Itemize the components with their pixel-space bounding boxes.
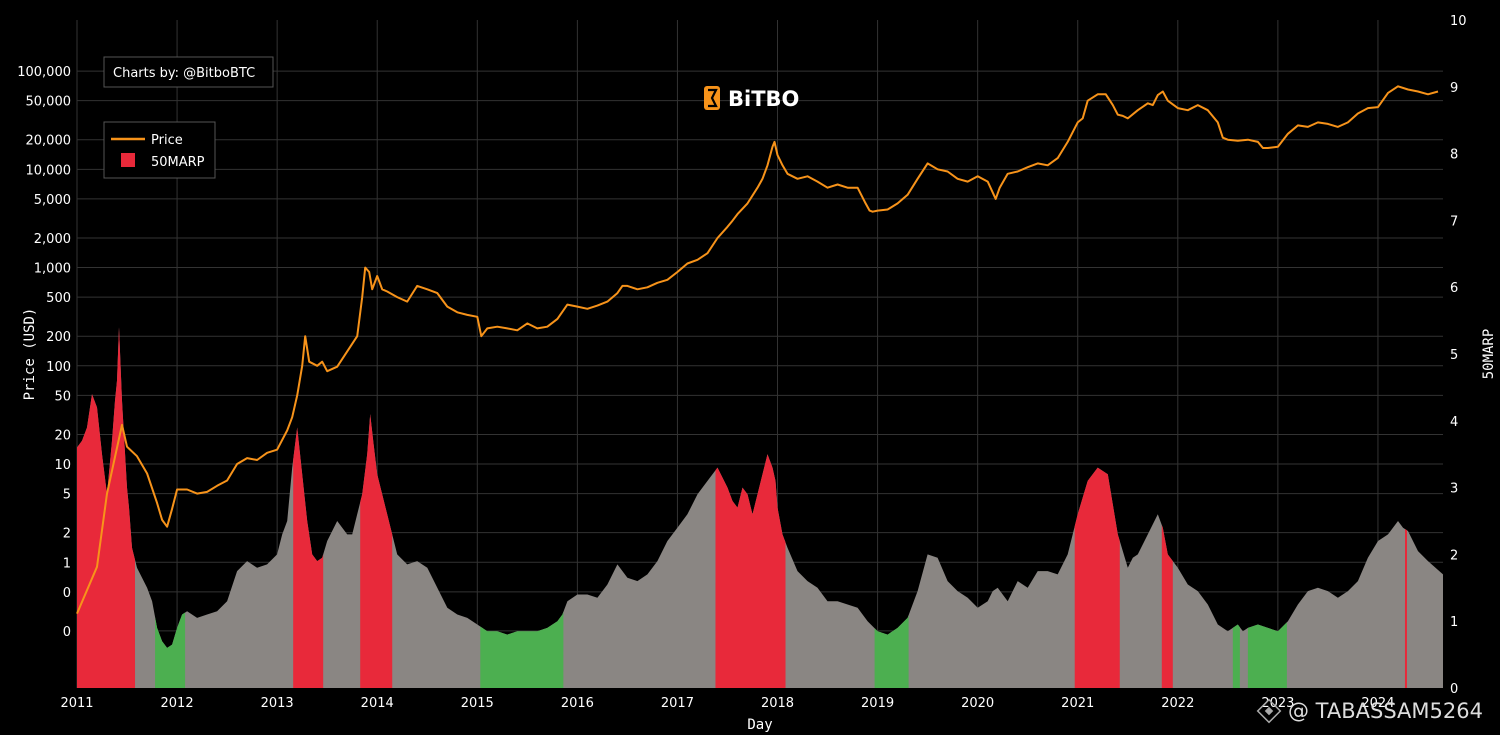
y2-tick-label: 1 [1450, 615, 1458, 630]
marp-zone-low [1247, 622, 1287, 688]
y-tick-label: 10 [54, 458, 71, 473]
legend: Price 50MARP [103, 121, 216, 179]
y-tick-label: 200 [46, 330, 71, 345]
y2-tick-label: 0 [1450, 682, 1458, 697]
y-tick-label: 20 [54, 428, 71, 443]
50marp-area [77, 327, 1443, 688]
marp-zone-low [480, 611, 564, 688]
legend-label-50marp: 50MARP [151, 155, 205, 170]
y-tick-label: 100 [46, 360, 71, 375]
watermark-text: @ TABASSAM5264 [1288, 699, 1483, 723]
y-tick-label: 1 [63, 556, 71, 571]
y-tick-label: 10,000 [26, 163, 72, 178]
x-tick-label: 2013 [261, 696, 294, 711]
x-tick-label: 2020 [961, 696, 994, 711]
marp-zone-high [1161, 525, 1173, 688]
x-tick-label: 2016 [561, 696, 594, 711]
legend-label-price: Price [151, 133, 183, 148]
legend-item-price[interactable]: Price [111, 133, 183, 148]
y2-axis-ticks: 0 1 2 3 4 5 6 7 8 9 10 [1450, 14, 1467, 697]
x-tick-label: 2011 [60, 696, 93, 711]
y-tick-label: 2,000 [34, 232, 71, 247]
x-tick-label: 2012 [161, 696, 194, 711]
y2-axis-title: 50MARP [1481, 329, 1497, 380]
credit-box[interactable]: Charts by: @BitboBTC [103, 56, 274, 88]
y-axis-ticks: 100,000 50,000 20,000 10,000 5,000 2,000 1,000… [17, 65, 71, 640]
x-tick-label: 2014 [361, 696, 394, 711]
x-tick-label: 2015 [461, 696, 494, 711]
x-axis-ticks: 2011 2012 2013 2014 2015 2016 2017 2018 2019 2020… [60, 696, 1394, 711]
marp-zone-high [715, 454, 786, 688]
x-tick-label: 2019 [861, 696, 894, 711]
y2-tick-label: 5 [1450, 348, 1458, 363]
y-tick-label: 0 [63, 625, 71, 640]
y2-tick-label: 2 [1450, 548, 1458, 563]
y-tick-label: 5 [63, 488, 71, 503]
price-line [76, 85, 1439, 614]
legend-item-50marp[interactable]: 50MARP [121, 153, 205, 170]
x-tick-label: 2018 [761, 696, 794, 711]
marp-zone-low [874, 615, 909, 688]
x-axis-title: Day [747, 717, 772, 733]
credit-text: Charts by: @BitboBTC [113, 66, 255, 81]
y-tick-label: 5,000 [34, 193, 71, 208]
y2-tick-label: 6 [1450, 281, 1458, 296]
y-axis-title: Price (USD) [22, 308, 38, 401]
y-tick-label: 100,000 [17, 65, 71, 80]
bitbo-logo: BiTBO [704, 86, 799, 111]
x-tick-label: 2021 [1061, 696, 1094, 711]
y2-tick-label: 8 [1450, 148, 1458, 163]
y-tick-label: 50 [54, 389, 71, 404]
y2-tick-label: 10 [1450, 14, 1467, 29]
bitbo-icon [704, 86, 720, 110]
x-tick-label: 2017 [661, 696, 694, 711]
marp-zone-high [1074, 467, 1120, 688]
watermark: @ TABASSAM5264 [1256, 698, 1483, 724]
y-tick-label: 500 [46, 291, 71, 306]
x-tick-label: 2022 [1161, 696, 1194, 711]
y2-tick-label: 4 [1450, 415, 1458, 430]
marp-zone-low [1232, 624, 1240, 688]
y-tick-label: 0 [63, 586, 71, 601]
y2-tick-label: 7 [1450, 214, 1458, 229]
bitbo-wordmark: BiTBO [728, 87, 799, 111]
price-series-line [76, 85, 1439, 614]
y-tick-label: 50,000 [26, 95, 72, 110]
marp-zone-high [293, 427, 324, 688]
y-tick-label: 20,000 [26, 134, 72, 149]
y-tick-label: 1,000 [34, 262, 71, 277]
marp-zone-high [1404, 529, 1407, 688]
y2-tick-label: 3 [1450, 482, 1458, 497]
x-tick-label: 2024 [1361, 696, 1394, 711]
y2-tick-label: 9 [1450, 81, 1458, 96]
marp-zone-low [155, 612, 186, 688]
marp-zone-high [360, 414, 393, 688]
y-tick-label: 2 [63, 527, 71, 542]
